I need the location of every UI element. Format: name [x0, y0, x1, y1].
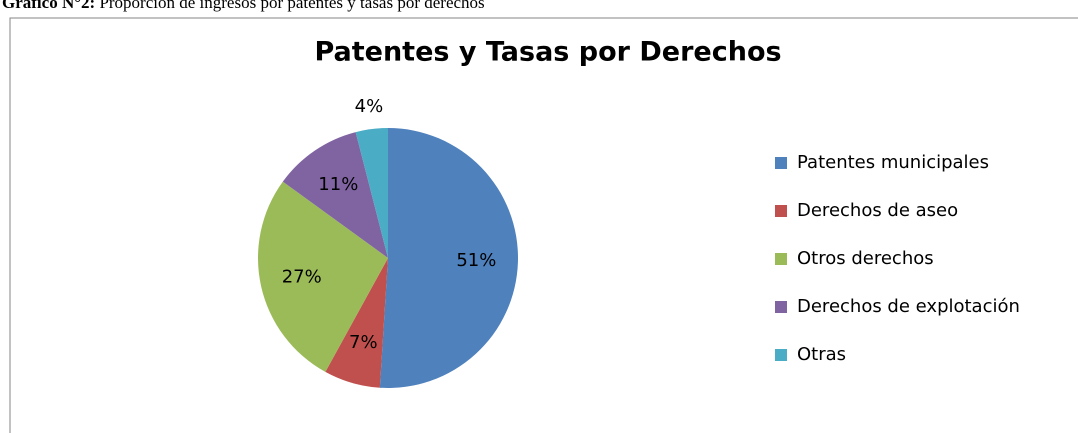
legend-label: Otras — [797, 344, 846, 365]
caption: Gráfico N°2: Proporción de ingresos por … — [2, 0, 485, 12]
legend-swatch — [775, 253, 787, 265]
legend-swatch — [775, 301, 787, 313]
data-label: 7% — [349, 332, 378, 353]
legend-label: Otros derechos — [797, 248, 934, 269]
pie-slice — [325, 258, 388, 388]
legend-swatch — [775, 157, 787, 169]
chart-frame — [9, 17, 1078, 433]
legend-label: Derechos de explotación — [797, 296, 1020, 317]
caption-text: Proporción de ingresos por patentes y ta… — [99, 0, 484, 12]
pie-slice — [379, 128, 518, 388]
data-label: 11% — [318, 174, 358, 195]
pie-slice — [355, 128, 388, 258]
pie-slice — [282, 132, 388, 258]
legend-swatch — [775, 349, 787, 361]
legend-label: Derechos de aseo — [797, 200, 958, 221]
pie-slice — [258, 181, 388, 372]
legend-swatch — [775, 205, 787, 217]
legend-label: Patentes municipales — [797, 152, 989, 173]
data-label: 51% — [456, 250, 496, 271]
data-label: 4% — [355, 96, 384, 117]
caption-label: Gráfico N°2: — [2, 0, 95, 12]
chart-title: Patentes y Tasas por Derechos — [314, 37, 781, 68]
data-label: 27% — [282, 266, 322, 287]
